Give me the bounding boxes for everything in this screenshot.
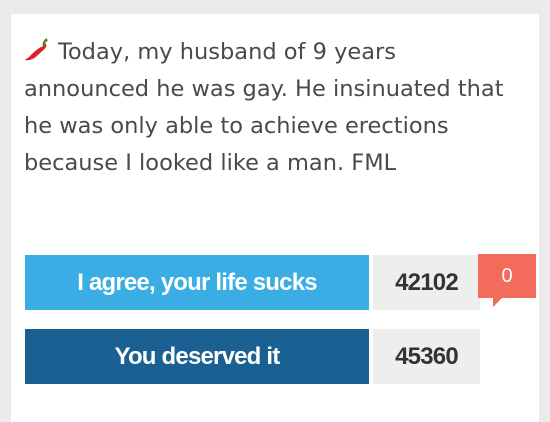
fml-post-card: Today, my husband of 9 years announced h… <box>11 14 539 422</box>
post-text: Today, my husband of 9 years announced h… <box>24 39 504 176</box>
comment-count-bubble[interactable]: 0 <box>478 254 536 298</box>
agree-vote-label: I agree, your life sucks <box>77 268 317 296</box>
deserved-vote-count: 45360 <box>373 329 480 384</box>
agree-vote-count: 42102 <box>373 255 480 310</box>
deserved-vote-button[interactable]: You deserved it <box>25 329 369 384</box>
post-body: Today, my husband of 9 years announced h… <box>24 34 524 182</box>
chili-pepper-icon <box>24 37 50 61</box>
comment-bubble-tail <box>493 297 503 307</box>
comment-count: 0 <box>501 264 513 287</box>
agree-vote-button[interactable]: I agree, your life sucks <box>25 255 369 310</box>
deserved-vote-label: You deserved it <box>114 342 281 370</box>
